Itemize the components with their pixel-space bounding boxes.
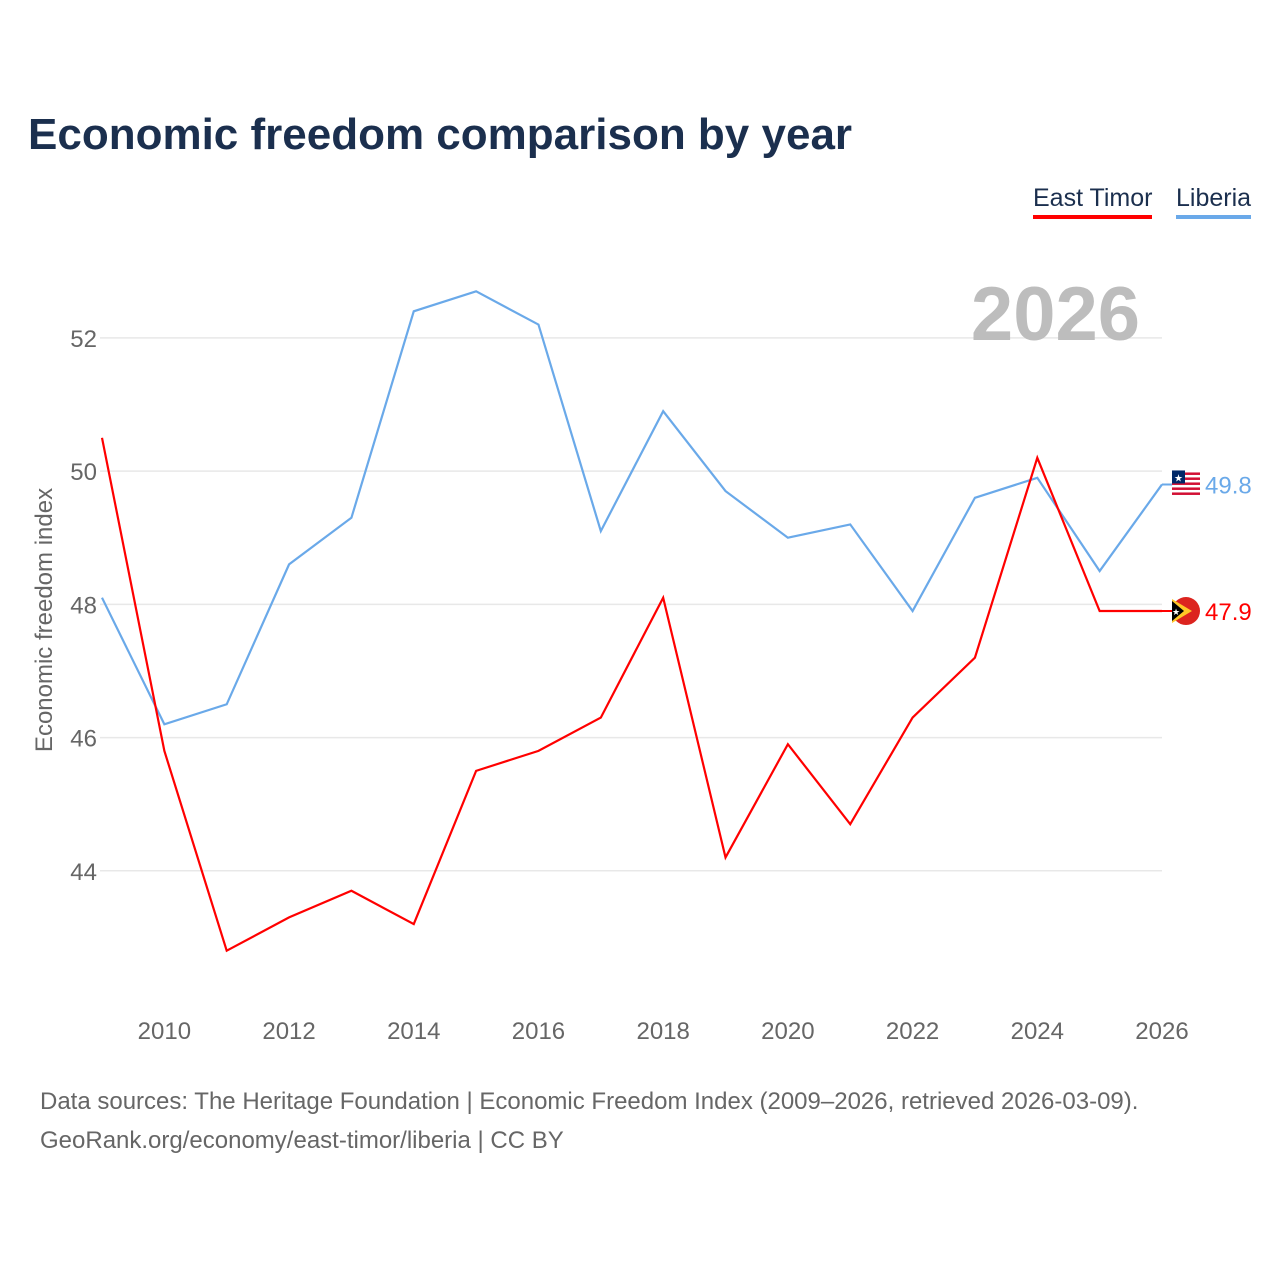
x-tick-label: 2012: [262, 1018, 315, 1045]
year-watermark: 2026: [971, 272, 1140, 357]
series-line-liberia[interactable]: [101, 290, 1163, 726]
flag-icon-east-timor: ★: [1172, 597, 1200, 626]
y-tick-label: 50: [70, 459, 97, 486]
svg-text:★: ★: [1174, 473, 1183, 484]
data-point[interactable]: [535, 748, 541, 754]
y-tick-label: 52: [70, 326, 97, 353]
data-point[interactable]: [348, 888, 354, 894]
data-point[interactable]: [598, 528, 604, 534]
data-point[interactable]: [910, 608, 916, 614]
x-tick-label: 2010: [138, 1018, 191, 1045]
svg-text:★: ★: [1172, 607, 1180, 617]
data-point[interactable]: [286, 561, 292, 567]
x-tick-label: 2018: [636, 1018, 689, 1045]
x-tick-label: 2016: [512, 1018, 565, 1045]
data-point[interactable]: [411, 921, 417, 927]
data-point[interactable]: [473, 768, 479, 774]
end-value-label: 49.8: [1205, 472, 1252, 499]
data-point[interactable]: [1034, 475, 1040, 481]
data-point[interactable]: [411, 308, 417, 314]
y-axis-label: Economic freedom index: [31, 488, 58, 752]
flag-icon-liberia: ★: [1172, 470, 1200, 499]
y-tick-label: 48: [70, 592, 97, 619]
y-tick-label: 46: [70, 726, 97, 753]
footer-sources: Data sources: The Heritage Foundation | …: [40, 1088, 1139, 1115]
end-value-label: 47.9: [1205, 599, 1252, 626]
data-point[interactable]: [847, 521, 853, 527]
data-point[interactable]: [473, 288, 479, 294]
data-point[interactable]: [660, 595, 666, 601]
data-point[interactable]: [972, 655, 978, 661]
data-point[interactable]: [535, 322, 541, 328]
data-point[interactable]: [660, 408, 666, 414]
x-tick-label: 2024: [1011, 1018, 1064, 1045]
data-point[interactable]: [1097, 608, 1103, 614]
data-point[interactable]: [598, 715, 604, 721]
data-point[interactable]: [286, 914, 292, 920]
data-point[interactable]: [1097, 568, 1103, 574]
data-point[interactable]: [161, 721, 167, 727]
y-tick-label: 44: [70, 859, 97, 886]
data-point[interactable]: [348, 515, 354, 521]
data-point[interactable]: [224, 948, 230, 954]
data-point[interactable]: [99, 435, 105, 441]
data-point[interactable]: [972, 495, 978, 501]
x-tick-label: 2020: [761, 1018, 814, 1045]
data-point[interactable]: [785, 535, 791, 541]
series-line-east-timor[interactable]: [100, 437, 1162, 953]
x-tick-label: 2014: [387, 1018, 440, 1045]
data-point[interactable]: [161, 748, 167, 754]
data-point[interactable]: [847, 821, 853, 827]
data-point[interactable]: [723, 488, 729, 494]
data-point[interactable]: [910, 715, 916, 721]
legend-east-timor[interactable]: East Timor: [1033, 184, 1153, 219]
x-tick-label: 2022: [886, 1018, 939, 1045]
chart-title: Economic freedom comparison by year: [28, 110, 853, 159]
footer-link[interactable]: GeoRank.org/economy/east-timor/liberia |…: [40, 1127, 564, 1154]
legend-liberia[interactable]: Liberia: [1176, 184, 1252, 219]
data-point[interactable]: [723, 854, 729, 860]
data-point[interactable]: [224, 701, 230, 707]
data-point[interactable]: [785, 741, 791, 747]
x-tick-label: 2026: [1135, 1018, 1188, 1045]
data-point[interactable]: [1034, 455, 1040, 461]
data-point[interactable]: [99, 595, 105, 601]
